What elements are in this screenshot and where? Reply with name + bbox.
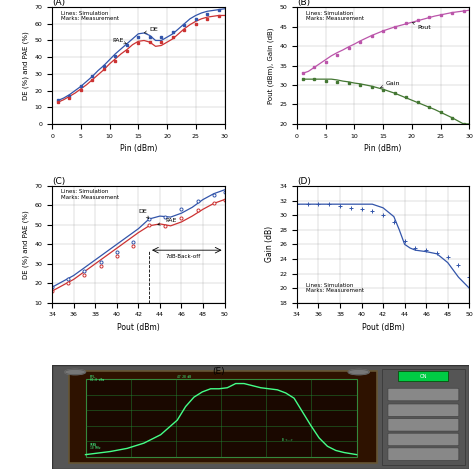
Text: Lines: Simulation
Marks: Measurement: Lines: Simulation Marks: Measurement bbox=[61, 10, 119, 21]
Text: (D): (D) bbox=[297, 177, 311, 186]
Text: 10 MHz: 10 MHz bbox=[90, 446, 100, 450]
Y-axis label: Pout (dBm), Gain (dB): Pout (dBm), Gain (dB) bbox=[267, 27, 274, 104]
FancyBboxPatch shape bbox=[388, 388, 459, 401]
FancyBboxPatch shape bbox=[388, 433, 459, 446]
X-axis label: Pout (dBm): Pout (dBm) bbox=[362, 323, 404, 332]
X-axis label: Pout (dBm): Pout (dBm) bbox=[117, 323, 160, 332]
Text: PAE: PAE bbox=[112, 38, 127, 44]
Text: ON: ON bbox=[419, 374, 427, 379]
FancyBboxPatch shape bbox=[388, 448, 459, 460]
Bar bbox=[85, 379, 356, 457]
Text: DE: DE bbox=[144, 27, 159, 33]
Text: DE: DE bbox=[138, 209, 149, 219]
Text: (A): (A) bbox=[52, 0, 65, 7]
Y-axis label: DE (%) and PAE (%): DE (%) and PAE (%) bbox=[22, 31, 29, 100]
X-axis label: Pin (dBm): Pin (dBm) bbox=[365, 144, 402, 153]
Text: PAE: PAE bbox=[158, 218, 177, 225]
Text: Lines: Simulation
Marks: Measurement: Lines: Simulation Marks: Measurement bbox=[306, 283, 364, 293]
Text: SPAN: SPAN bbox=[90, 443, 97, 447]
FancyBboxPatch shape bbox=[388, 404, 459, 417]
Text: RFL: RFL bbox=[90, 375, 96, 379]
Text: Pout: Pout bbox=[412, 22, 431, 29]
Bar bbox=[398, 371, 448, 382]
Y-axis label: DE (%) and PAE (%): DE (%) and PAE (%) bbox=[22, 210, 29, 279]
Text: 7dB-Back-off: 7dB-Back-off bbox=[165, 255, 201, 259]
Bar bbox=[382, 369, 465, 465]
Text: 81.8 dBm: 81.8 dBm bbox=[90, 378, 104, 383]
Text: (C): (C) bbox=[52, 177, 65, 186]
Bar bbox=[69, 371, 377, 463]
X-axis label: Pin (dBm): Pin (dBm) bbox=[119, 144, 157, 153]
Text: (B): (B) bbox=[297, 0, 310, 7]
Text: 47 28 dB: 47 28 dB bbox=[177, 375, 191, 379]
Text: Gain: Gain bbox=[381, 81, 401, 88]
Text: Lines: Simulation
Marks: Measurement: Lines: Simulation Marks: Measurement bbox=[61, 190, 119, 200]
Text: Lines: Simulation
Marks: Measurement: Lines: Simulation Marks: Measurement bbox=[306, 10, 364, 21]
Circle shape bbox=[348, 369, 369, 374]
Text: (E): (E) bbox=[213, 367, 225, 376]
Text: B <-->: B <--> bbox=[282, 438, 292, 442]
Circle shape bbox=[64, 369, 85, 374]
Y-axis label: Gain (dB): Gain (dB) bbox=[264, 226, 273, 263]
FancyBboxPatch shape bbox=[388, 419, 459, 431]
